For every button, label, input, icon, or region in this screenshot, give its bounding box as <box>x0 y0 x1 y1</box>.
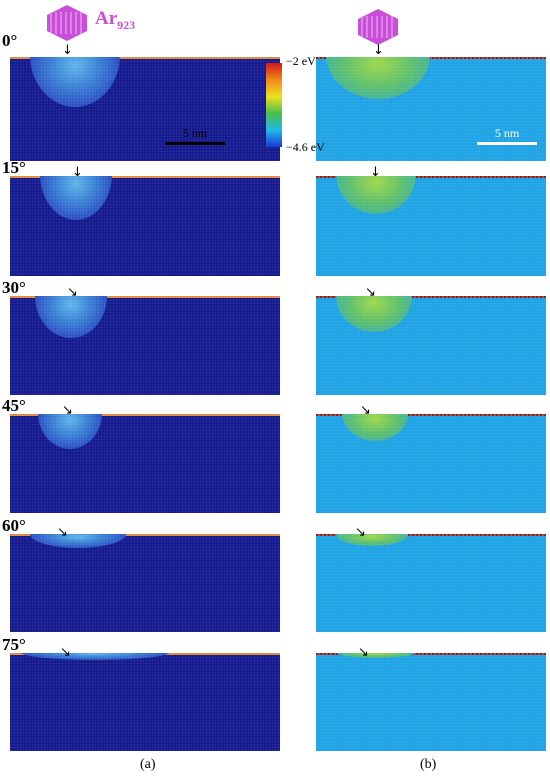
crater-region <box>342 414 408 441</box>
crater-region <box>326 57 430 99</box>
surface-layer <box>316 414 546 416</box>
scale-bar-line <box>477 142 537 145</box>
impact-direction-arrow-icon: ↓ <box>373 43 384 58</box>
panel-label-a: (a) <box>140 757 156 772</box>
colorbar-min-label: −4.6 eV <box>286 140 325 154</box>
simulation-panel-a <box>10 57 280 161</box>
colorbar-gradient <box>266 63 282 147</box>
argon-cluster-icon <box>47 5 87 41</box>
scale-bar-line <box>165 142 225 145</box>
surface-layer <box>316 296 546 298</box>
simulation-panel-b <box>316 653 546 751</box>
projectile-label: Ar923 <box>95 8 135 33</box>
simulation-panel-b <box>316 176 546 276</box>
crater-region <box>20 653 170 660</box>
simulation-panel-b <box>316 296 546 395</box>
impact-direction-arrow-icon: ↘ <box>67 285 78 300</box>
surface-layer <box>316 176 546 178</box>
impact-direction-arrow-icon: ↓ <box>62 43 73 58</box>
panel-label-b: (b) <box>420 757 437 772</box>
angle-label: 60° <box>2 516 26 535</box>
simulation-panel-a <box>10 653 280 751</box>
angle-label: 0° <box>2 31 18 50</box>
impact-direction-arrow-icon: ↘ <box>57 525 68 540</box>
simulation-panel-a <box>10 296 280 395</box>
simulation-panel-a <box>10 176 280 276</box>
simulation-panel-a <box>10 414 280 513</box>
crater-region <box>336 653 416 658</box>
surface-layer <box>10 534 280 536</box>
surface-layer <box>10 176 280 178</box>
impact-direction-arrow-icon: ↘ <box>358 645 369 660</box>
projectile-cluster-size: 923 <box>117 17 136 32</box>
impact-direction-arrow-icon: ↘ <box>60 645 71 660</box>
angle-label: 15° <box>2 158 26 177</box>
argon-cluster-icon <box>358 9 398 45</box>
simulation-panel-a <box>10 534 280 632</box>
impact-direction-arrow-icon: ↘ <box>365 285 376 300</box>
surface-layer <box>10 414 280 416</box>
colorbar-max-label: −2 eV <box>286 54 316 68</box>
simulation-panel-b <box>316 57 546 161</box>
crater-region <box>40 176 112 220</box>
crater-region <box>336 176 416 214</box>
impact-direction-arrow-icon: ↓ <box>72 165 83 180</box>
surface-layer <box>10 296 280 298</box>
impact-direction-arrow-icon: ↓ <box>370 165 381 180</box>
impact-direction-arrow-icon: ↘ <box>360 403 371 418</box>
angle-label: 45° <box>2 396 26 415</box>
energy-colorbar: −2 eV −4.6 eV <box>258 54 328 160</box>
angle-label: 75° <box>2 635 26 654</box>
crater-region <box>35 296 107 338</box>
surface-layer <box>316 57 546 59</box>
crater-region <box>30 57 120 107</box>
crater-region <box>30 534 126 548</box>
impact-direction-arrow-icon: ↘ <box>355 525 366 540</box>
simulation-panel-b <box>316 534 546 632</box>
crater-region <box>38 414 102 449</box>
surface-layer <box>10 57 280 59</box>
simulation-panel-b <box>316 414 546 513</box>
surface-layer <box>316 653 546 655</box>
angle-label: 30° <box>2 278 26 297</box>
scale-bar-label: 5 nm <box>494 126 520 140</box>
surface-layer <box>316 534 546 536</box>
impact-direction-arrow-icon: ↘ <box>62 403 73 418</box>
crater-region <box>336 534 408 546</box>
scale-bar-label: 5 nm <box>182 126 208 140</box>
crater-region <box>336 296 412 332</box>
projectile-species: Ar <box>95 8 118 29</box>
